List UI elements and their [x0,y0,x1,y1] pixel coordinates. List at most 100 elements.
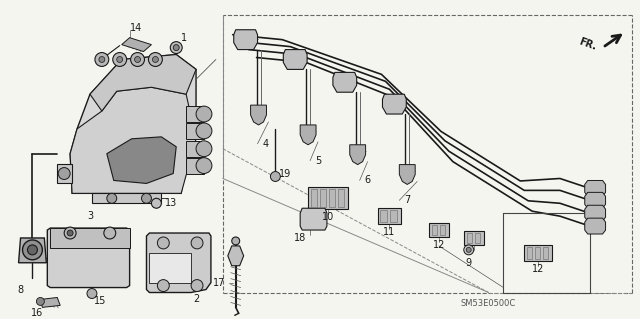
Polygon shape [585,181,605,196]
Text: 1: 1 [181,33,188,43]
Polygon shape [399,165,415,184]
Polygon shape [186,106,204,122]
Circle shape [104,227,116,239]
Text: 19: 19 [279,168,291,179]
Text: 12: 12 [532,264,545,274]
Polygon shape [390,210,397,222]
Text: 17: 17 [212,278,225,288]
Polygon shape [40,298,60,308]
Text: 18: 18 [294,233,307,243]
Polygon shape [320,189,326,207]
Polygon shape [311,189,317,207]
Polygon shape [308,187,348,209]
Polygon shape [585,192,605,208]
Text: 9: 9 [466,258,472,268]
Polygon shape [147,233,211,293]
Circle shape [107,193,116,203]
Text: 4: 4 [262,139,269,149]
Circle shape [116,56,123,63]
Polygon shape [383,94,406,114]
Circle shape [36,298,44,305]
Polygon shape [234,30,257,49]
Text: 8: 8 [17,285,24,294]
Polygon shape [475,233,479,243]
Polygon shape [378,208,401,224]
Polygon shape [543,247,548,259]
Circle shape [196,123,212,139]
Polygon shape [92,193,161,203]
Circle shape [157,237,170,249]
Polygon shape [47,228,130,287]
Text: 10: 10 [322,212,334,222]
Circle shape [191,280,203,292]
Polygon shape [349,145,365,165]
Polygon shape [329,189,335,207]
Polygon shape [429,223,449,237]
Circle shape [170,42,182,54]
Circle shape [64,227,76,239]
Text: 7: 7 [404,195,410,205]
Circle shape [152,198,161,208]
Polygon shape [585,205,605,221]
Polygon shape [467,233,472,243]
Circle shape [196,106,212,122]
Polygon shape [51,228,130,248]
Circle shape [22,240,42,260]
Circle shape [87,289,97,299]
Polygon shape [381,210,387,222]
Text: FR.: FR. [577,37,598,52]
Polygon shape [90,55,196,111]
Polygon shape [122,38,152,52]
Circle shape [271,172,280,182]
Polygon shape [70,87,196,193]
Text: 16: 16 [31,308,44,318]
Circle shape [28,245,37,255]
Circle shape [467,248,471,252]
Polygon shape [535,247,540,259]
Circle shape [464,245,474,255]
Circle shape [196,141,212,157]
Polygon shape [527,247,532,259]
Text: 13: 13 [165,198,177,208]
Text: 6: 6 [365,175,371,185]
Circle shape [134,56,141,63]
Text: 12: 12 [433,240,445,250]
Polygon shape [440,225,445,235]
Circle shape [95,53,109,66]
Polygon shape [300,208,327,230]
Polygon shape [186,158,204,174]
Circle shape [113,53,127,66]
Circle shape [99,56,105,63]
Text: 11: 11 [383,227,396,237]
Circle shape [173,45,179,51]
Polygon shape [432,225,437,235]
Text: SM53E0500C: SM53E0500C [461,299,516,308]
Polygon shape [57,164,72,183]
Polygon shape [150,253,191,283]
Circle shape [141,193,152,203]
Polygon shape [251,105,266,125]
Polygon shape [284,49,307,70]
Polygon shape [524,245,552,261]
Text: 14: 14 [131,23,143,33]
Polygon shape [585,218,605,234]
Circle shape [67,230,73,236]
Polygon shape [107,137,176,183]
Circle shape [196,158,212,174]
Polygon shape [228,246,244,266]
Circle shape [232,237,240,245]
Circle shape [157,280,170,292]
Text: 3: 3 [87,211,93,221]
Polygon shape [186,123,204,139]
Text: 15: 15 [93,296,106,307]
Circle shape [131,53,145,66]
Polygon shape [333,72,356,92]
Polygon shape [338,189,344,207]
Text: 5: 5 [315,156,321,166]
Polygon shape [70,55,196,193]
Polygon shape [464,231,484,245]
Polygon shape [19,238,46,263]
Text: 2: 2 [193,294,199,304]
Polygon shape [186,141,204,157]
Polygon shape [300,125,316,145]
